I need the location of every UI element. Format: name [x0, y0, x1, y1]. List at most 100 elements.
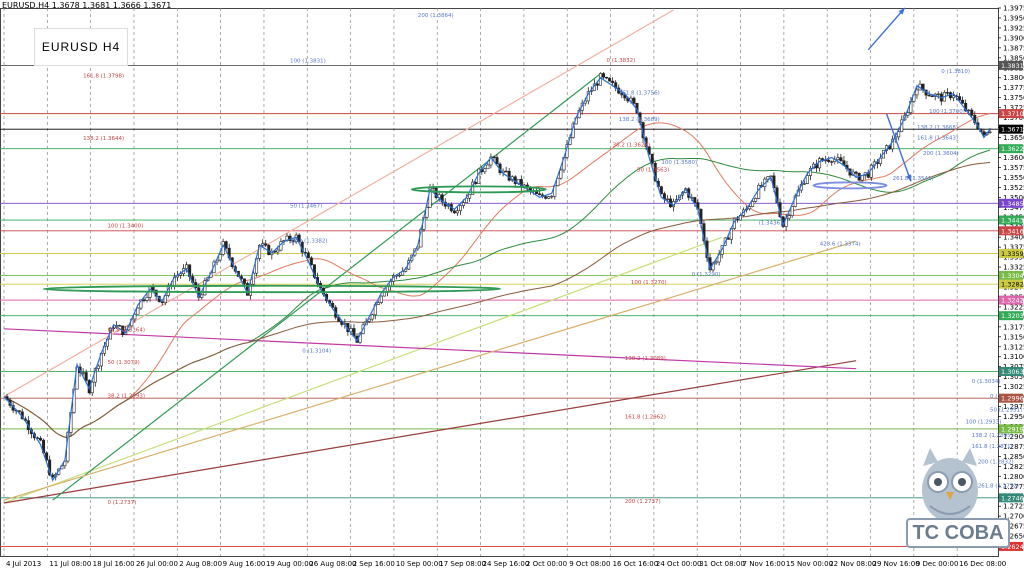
candle-body [623, 94, 627, 99]
candle-body [331, 303, 335, 308]
candle-body [927, 94, 931, 97]
candle-body [455, 210, 459, 214]
price-axis-tag [999, 493, 1023, 503]
price-axis-tag-label: 1.3831 [1001, 62, 1024, 70]
price-axis-tag [999, 311, 1023, 321]
candle-body [224, 241, 228, 249]
candle-body [961, 99, 965, 104]
price-axis-tag-label: 1.3282 [1001, 281, 1024, 289]
fib-level-label: 138.2 (1.3089) [625, 356, 666, 362]
y-tick-label: 1.3500 [1003, 194, 1024, 202]
candle-body [139, 299, 143, 309]
candle-body [754, 198, 758, 202]
candle-body [425, 207, 429, 218]
y-tick-label: 1.3725 [1003, 104, 1024, 112]
candle-body [930, 95, 934, 98]
candle-body [349, 328, 353, 333]
candle-body [90, 381, 94, 394]
arrow-head [898, 8, 905, 15]
candle-body [550, 195, 554, 198]
arrow-head [906, 174, 912, 182]
fib-level-label: 161.8 (1.2871) [972, 444, 1013, 450]
candle-body [766, 176, 770, 180]
candle-body [96, 365, 100, 369]
x-tick-label: 31 Oct 08:00 [699, 560, 745, 568]
fib-level-label: 50 (1.3079) [107, 360, 139, 366]
price-axis-tag [999, 124, 1023, 134]
price-axis-tag-label: 1.3485 [1001, 200, 1024, 208]
candle-body [45, 452, 49, 461]
trend-line [3, 360, 857, 504]
y-tick-label: 1.2975 [1003, 403, 1024, 411]
candle-body [151, 286, 155, 291]
y-tick-label: 1.3750 [1003, 94, 1024, 102]
moving-average-line [3, 161, 991, 438]
fib-level-label: 200 (1.3604) [923, 151, 959, 157]
candle-body [291, 240, 295, 242]
x-tick-label: 2 Aug 08:00 [179, 560, 222, 568]
fib-level-label: 200 (1.2832) [978, 460, 1014, 466]
x-tick-label: 24 Oct 00:00 [656, 560, 702, 568]
fib-level-label: 50 (1.2951) [990, 408, 1022, 414]
fib-level-label: 161.8 (1.3798) [83, 73, 124, 79]
candle-body [982, 131, 986, 135]
candle-body [915, 89, 919, 96]
fib-level-label: 50 (1.3563) [637, 167, 669, 173]
y-tick-label: 1.3225 [1003, 303, 1024, 311]
fib-level-label: 261.8 (1.2772) [978, 483, 1019, 489]
chart-header: EURUSD,H4 1.3678 1.3681 1.3666 1.3671 [2, 1, 172, 10]
price-axis-tag-label: 1.3416 [1001, 227, 1024, 235]
candle-body [142, 299, 146, 301]
candle-body [973, 114, 977, 124]
price-axis-tag [999, 279, 1023, 289]
candle-body [951, 95, 955, 99]
x-tick-label: 15 Nov 00:00 [786, 560, 833, 568]
candle-body [145, 296, 149, 301]
fib-level-label: 100 (1.2933) [966, 420, 1002, 426]
fib-level-label: 100 (1.3700) [929, 109, 965, 115]
x-tick-label: 18 Jul 16:00 [93, 560, 135, 568]
x-tick-label: 11 Jul 08:00 [49, 560, 91, 568]
price-axis-tag [999, 249, 1023, 259]
candle-body [249, 283, 253, 296]
candle-body [714, 261, 718, 264]
y-tick-label: 1.2700 [1003, 513, 1024, 521]
direction-arrow [867, 7, 906, 51]
candle-body [382, 292, 386, 297]
price-axis-tag [999, 393, 1023, 403]
x-tick-label: 2 Oct 00:00 [526, 560, 567, 568]
price-axis-tag [999, 366, 1023, 376]
y-tick-label: 1.3775 [1003, 84, 1024, 92]
candle-body [827, 159, 831, 162]
y-tick-label: 1.2725 [1003, 503, 1024, 511]
candle-body [136, 307, 140, 315]
candle-body [252, 272, 256, 285]
fib-level-label: 100 (1.3580) [661, 160, 697, 166]
candle-body [824, 159, 828, 162]
price-axis-tag [999, 541, 1023, 551]
highlight-ellipse [812, 181, 888, 190]
plot-frame [0, 8, 999, 557]
logo-text: TC COBA [906, 518, 1010, 548]
candle-body [242, 278, 246, 284]
y-tick-label: 1.3175 [1003, 323, 1024, 331]
fib-level-label: 200 (1.2737) [625, 499, 661, 505]
price-axis-tag-label: 1.3622 [1001, 145, 1024, 153]
candle-body [492, 156, 496, 158]
candle-body [306, 252, 310, 259]
price-line [3, 76, 991, 482]
y-tick-label: 1.3925 [1003, 24, 1024, 32]
fib-level-label: 100 (1.3270) [631, 280, 667, 286]
candle-body [936, 93, 940, 96]
fib-level-label: 38.2 (1.2993) [107, 393, 145, 399]
fib-level-label: 100 (1.3400) [107, 224, 143, 230]
candle-body [118, 325, 122, 327]
symbol-timeframe-box: EURUSD H4 [34, 28, 128, 66]
y-tick-label: 1.3575 [1003, 164, 1024, 172]
price-axis-tag-label: 1.3671 [1001, 126, 1024, 134]
y-tick-label: 1.3975 [1003, 5, 1024, 13]
price-axis-tag [999, 198, 1023, 208]
price-axis-tag-label: 1.3063 [1001, 368, 1024, 376]
fib-level-label: 161.8 (1.3756) [619, 90, 660, 96]
fib-level-label: 0 (1.3034) [972, 379, 1001, 385]
